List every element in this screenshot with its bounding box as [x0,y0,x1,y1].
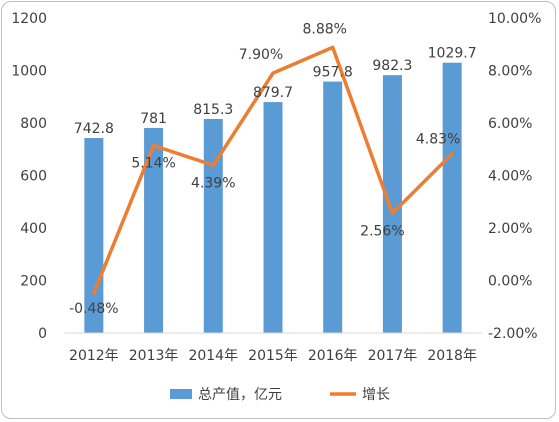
legend: 总产值，亿元 增长 [170,387,390,403]
legend-label-bar: 总产值，亿元 [198,387,282,403]
line-value-label: 8.88% [302,21,346,37]
left-axis: 0 200 400 600 800 1000 1200 [11,11,47,342]
bar [442,62,462,334]
bar [144,127,164,333]
y-left-tick-label: 600 [20,169,47,185]
y-right-tick-label: -2.00% [488,326,538,342]
y-right-tick-label: 2.00% [488,221,532,237]
line-value-label: 5.14% [131,156,175,172]
x-tick-label: 2016年 [308,348,358,364]
line-data-labels: -0.48% 5.14% 4.39% 7.90% 8.88% 2.56% 4.83% [69,21,460,317]
bar-value-label: 879.7 [253,85,293,101]
bar-data-labels: 742.8 781 815.3 879.7 957.8 982.3 1029.7 [74,46,477,137]
line-point [92,291,96,295]
bar-value-label: 957.8 [313,65,353,81]
y-right-tick-label: 4.00% [488,169,532,185]
y-left-tick-label: 1000 [11,64,47,80]
bar [263,102,283,333]
line-point [211,163,215,167]
x-axis: 2012年 2013年 2014年 2015年 2016年 2017年 2018年 [64,332,482,364]
line-value-label: 2.56% [360,223,404,239]
y-left-tick-label: 800 [20,116,47,132]
line-value-label: -0.48% [69,301,119,317]
bar [382,75,402,334]
bar-series [84,62,462,334]
y-left-tick-label: 200 [20,274,47,290]
x-tick-label: 2015年 [248,348,298,364]
bar-value-label: 781 [140,111,167,127]
y-right-tick-label: 10.00% [488,11,541,27]
y-right-tick-label: 8.00% [488,64,532,80]
bar-value-label: 815.3 [193,102,233,118]
x-tick-label: 2012年 [69,348,119,364]
y-right-tick-label: 0.00% [488,274,532,290]
line-point [152,144,156,148]
line-point [450,152,454,156]
bar-value-label: 742.8 [74,121,114,137]
line-value-label: 7.90% [239,47,283,63]
bar-value-label: 1029.7 [428,46,477,62]
x-tick-label: 2013年 [129,348,179,364]
line-value-label: 4.83% [416,132,460,148]
legend-swatch-bar [170,389,192,399]
x-tick-label: 2018年 [427,348,477,364]
right-axis: -2.00% 0.00% 2.00% 4.00% 6.00% 8.00% 10.00% [488,11,541,342]
line-point [390,211,394,215]
line-point [271,71,275,75]
bar [203,118,223,333]
x-tick-label: 2014年 [188,348,238,364]
y-left-tick-label: 1200 [11,11,47,27]
x-tick-label: 2017年 [368,348,418,364]
line-series [92,45,454,295]
y-right-tick-label: 6.00% [488,116,532,132]
bar-value-label: 982.3 [372,58,412,74]
y-left-tick-label: 0 [38,326,47,342]
y-left-tick-label: 400 [20,221,47,237]
line-point [331,45,335,49]
line-value-label: 4.39% [191,175,235,191]
bar [323,81,343,333]
legend-label-line: 增长 [362,387,390,403]
